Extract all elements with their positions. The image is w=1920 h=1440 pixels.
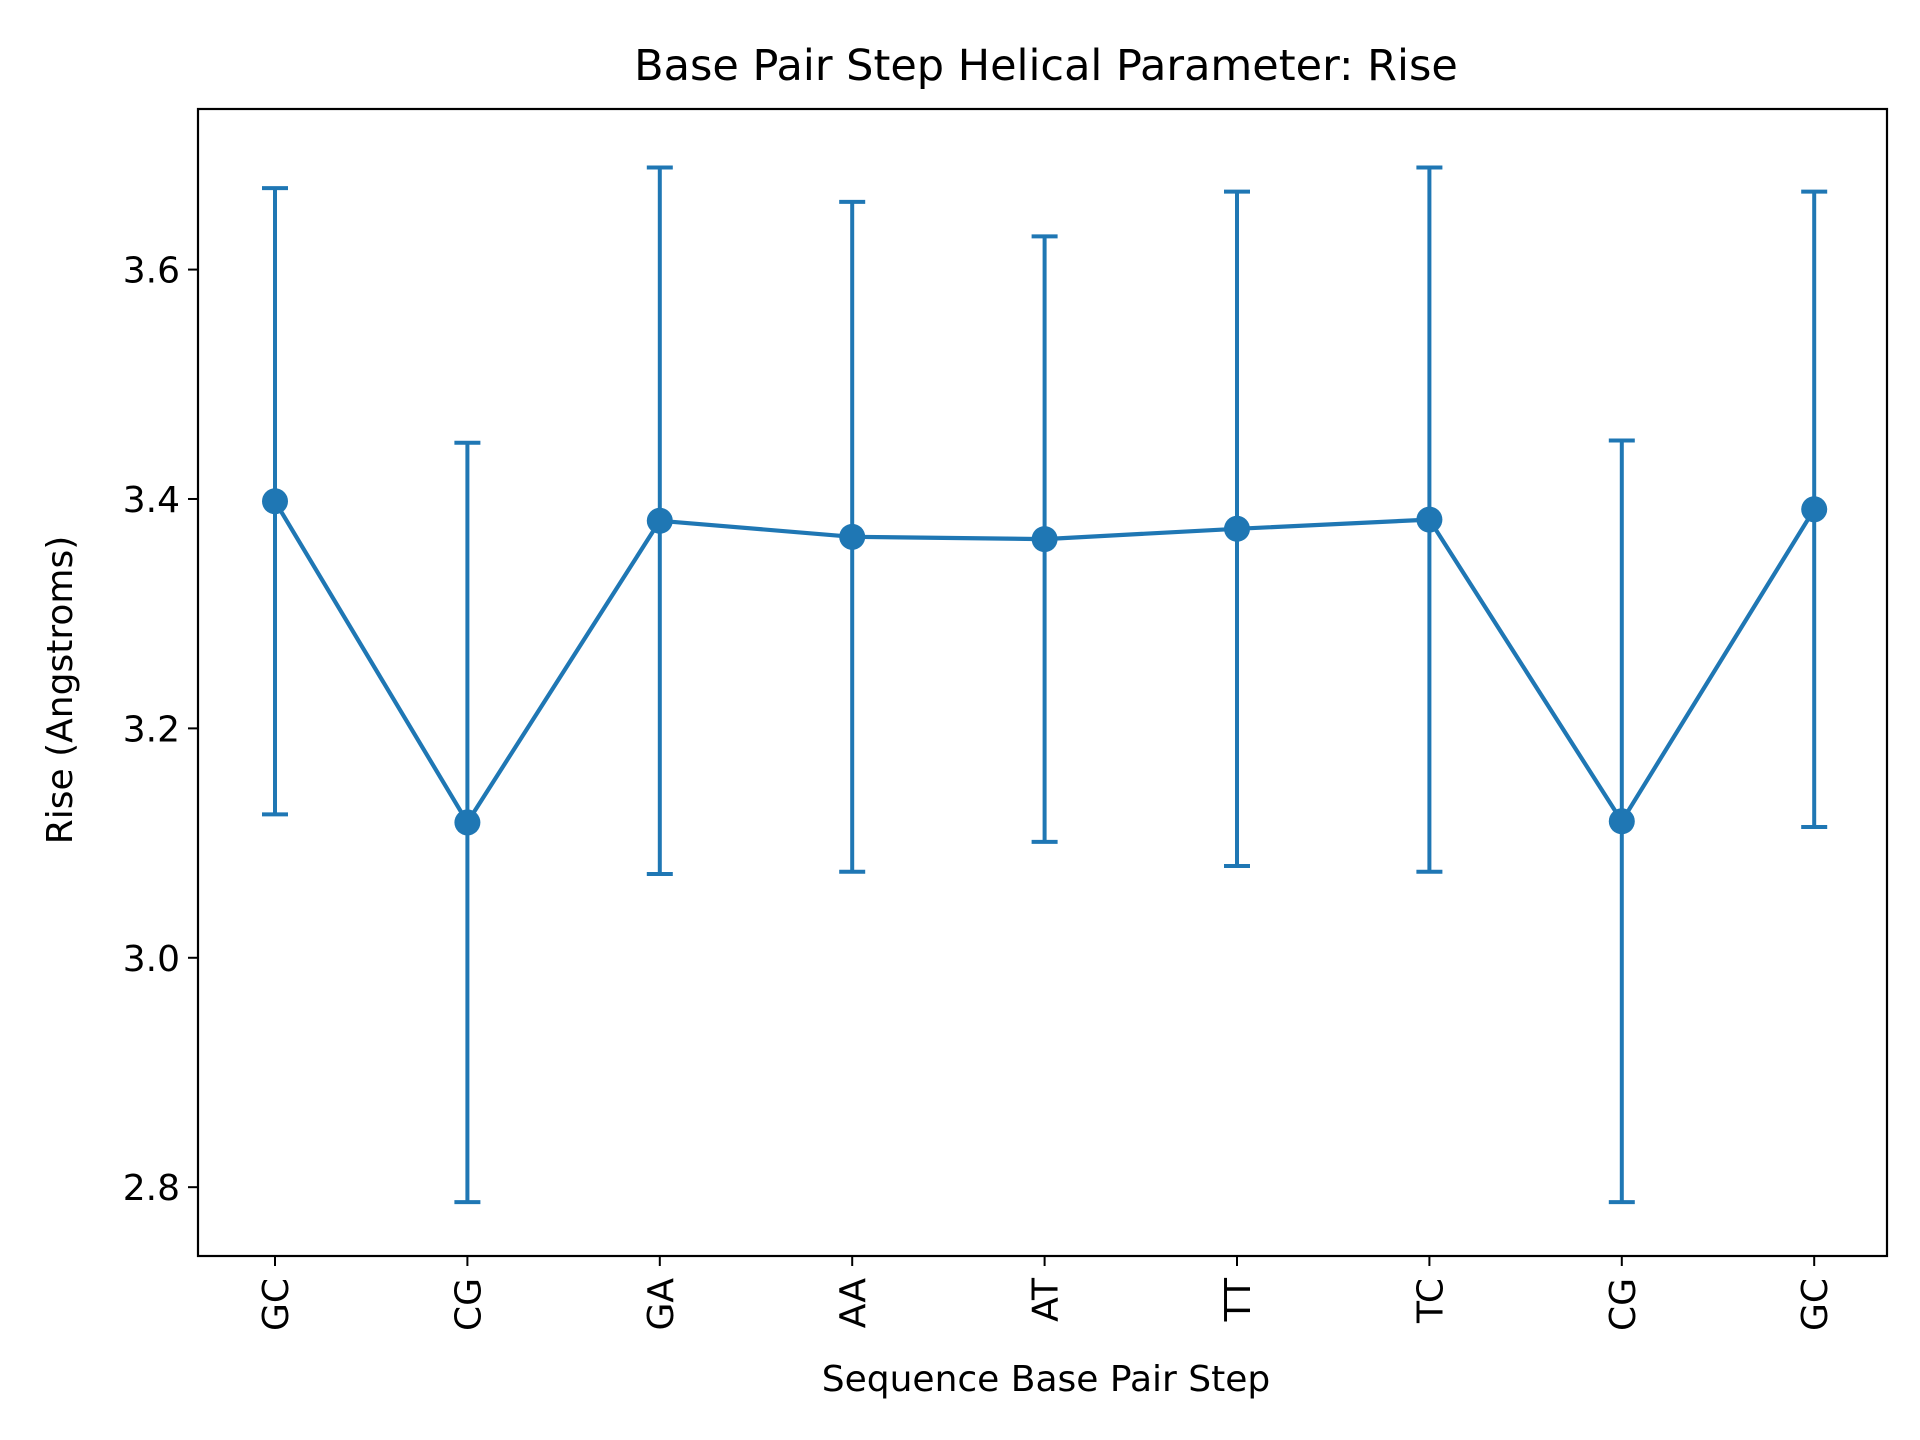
data-point [839, 523, 866, 550]
x-tick-label: AA [833, 1278, 874, 1329]
y-axis-label: Rise (Angstroms) [40, 536, 81, 844]
x-tick-label: TC [1410, 1278, 1451, 1324]
x-tick-label: AT [1026, 1277, 1067, 1322]
x-tick-label: CG [1603, 1278, 1644, 1331]
data-point [1801, 496, 1828, 523]
data-point [1224, 515, 1250, 542]
x-tick-label: CG [448, 1278, 489, 1331]
axes: 2.8 3.0 3.2 3.4 3.6 GC CG GA AA AT TT TC CG GC [123, 107, 1889, 1331]
x-tick-label: GC [1795, 1278, 1836, 1331]
x-tick-label: GC [256, 1278, 297, 1331]
x-axis-label: Sequence Base Pair Step [822, 1359, 1271, 1400]
y-tick-label: 3.0 [123, 939, 180, 980]
x-tick-label: TT [1218, 1277, 1259, 1322]
y-tick-label: 3.2 [123, 709, 180, 750]
axes-frame [196, 107, 1889, 1258]
x-tick-label: GA [641, 1278, 682, 1331]
chart-title: Base Pair Step Helical Parameter: Rise [634, 41, 1458, 91]
data-point [1608, 808, 1635, 835]
y-tick-label: 3.6 [123, 251, 180, 292]
data-point [646, 507, 673, 534]
data-point [1416, 506, 1443, 533]
data-point [454, 809, 481, 836]
data-point [1031, 526, 1058, 553]
y-tick-label: 3.4 [123, 480, 180, 521]
plot-area [262, 165, 1828, 1205]
data-point [262, 488, 288, 515]
y-tick-label: 2.8 [123, 1168, 180, 1209]
